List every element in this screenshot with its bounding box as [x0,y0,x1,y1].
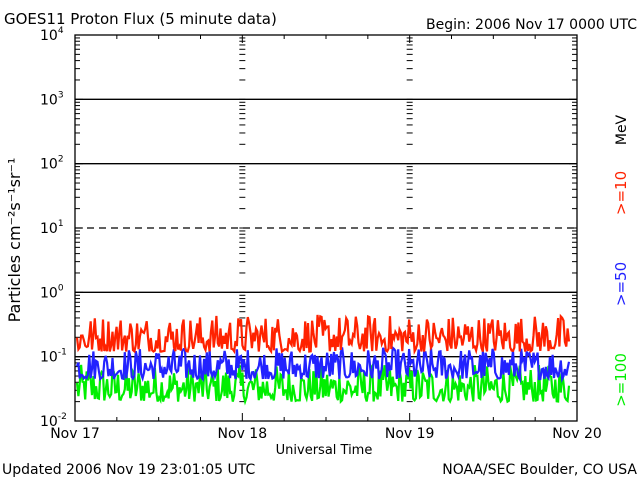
x-tick-label: Nov 18 [218,426,268,442]
plot-area: 10-2 10-1 100 101 102 103 104 Nov 17 Nov 18 Nov 1… [40,26,602,442]
y-tick-label: 104 [40,26,64,44]
legend-entry-10: >=10 [612,171,630,215]
y-tick-label: 100 [40,283,64,301]
y-tick-label: 102 [40,155,64,173]
series-line [75,313,571,356]
chart-title: GOES11 Proton Flux (5 minute data) [4,10,277,28]
series-line [75,345,571,384]
y-tick-label: 101 [40,219,64,237]
axis-minor-ticks [75,37,577,403]
legend-entry-100: >=100 [612,353,630,407]
day-separator [406,37,413,422]
y-tick-label: 10-2 [40,412,67,430]
legend-unit: MeV [614,114,630,145]
x-axis-label: Universal Time [276,443,373,458]
begin-date: Begin: 2006 Nov 17 0000 UTC [426,17,637,33]
legend-entry-50: >=50 [612,262,630,306]
plot-frame [74,34,578,422]
y-tick-label: 103 [40,90,64,108]
x-tick-label: Nov 17 [50,426,100,442]
credit-line: NOAA/SEC Boulder, CO USA [442,462,637,478]
series-line [75,362,571,406]
y-axis-label: Particles cm⁻²s⁻¹sr⁻¹ [5,158,24,323]
x-tick-label: Nov 20 [552,426,602,442]
y-tick-label: 10-1 [40,348,67,366]
updated-timestamp: Updated 2006 Nov 19 23:01:05 UTC [2,462,255,478]
x-tick-label: Nov 19 [385,426,435,442]
